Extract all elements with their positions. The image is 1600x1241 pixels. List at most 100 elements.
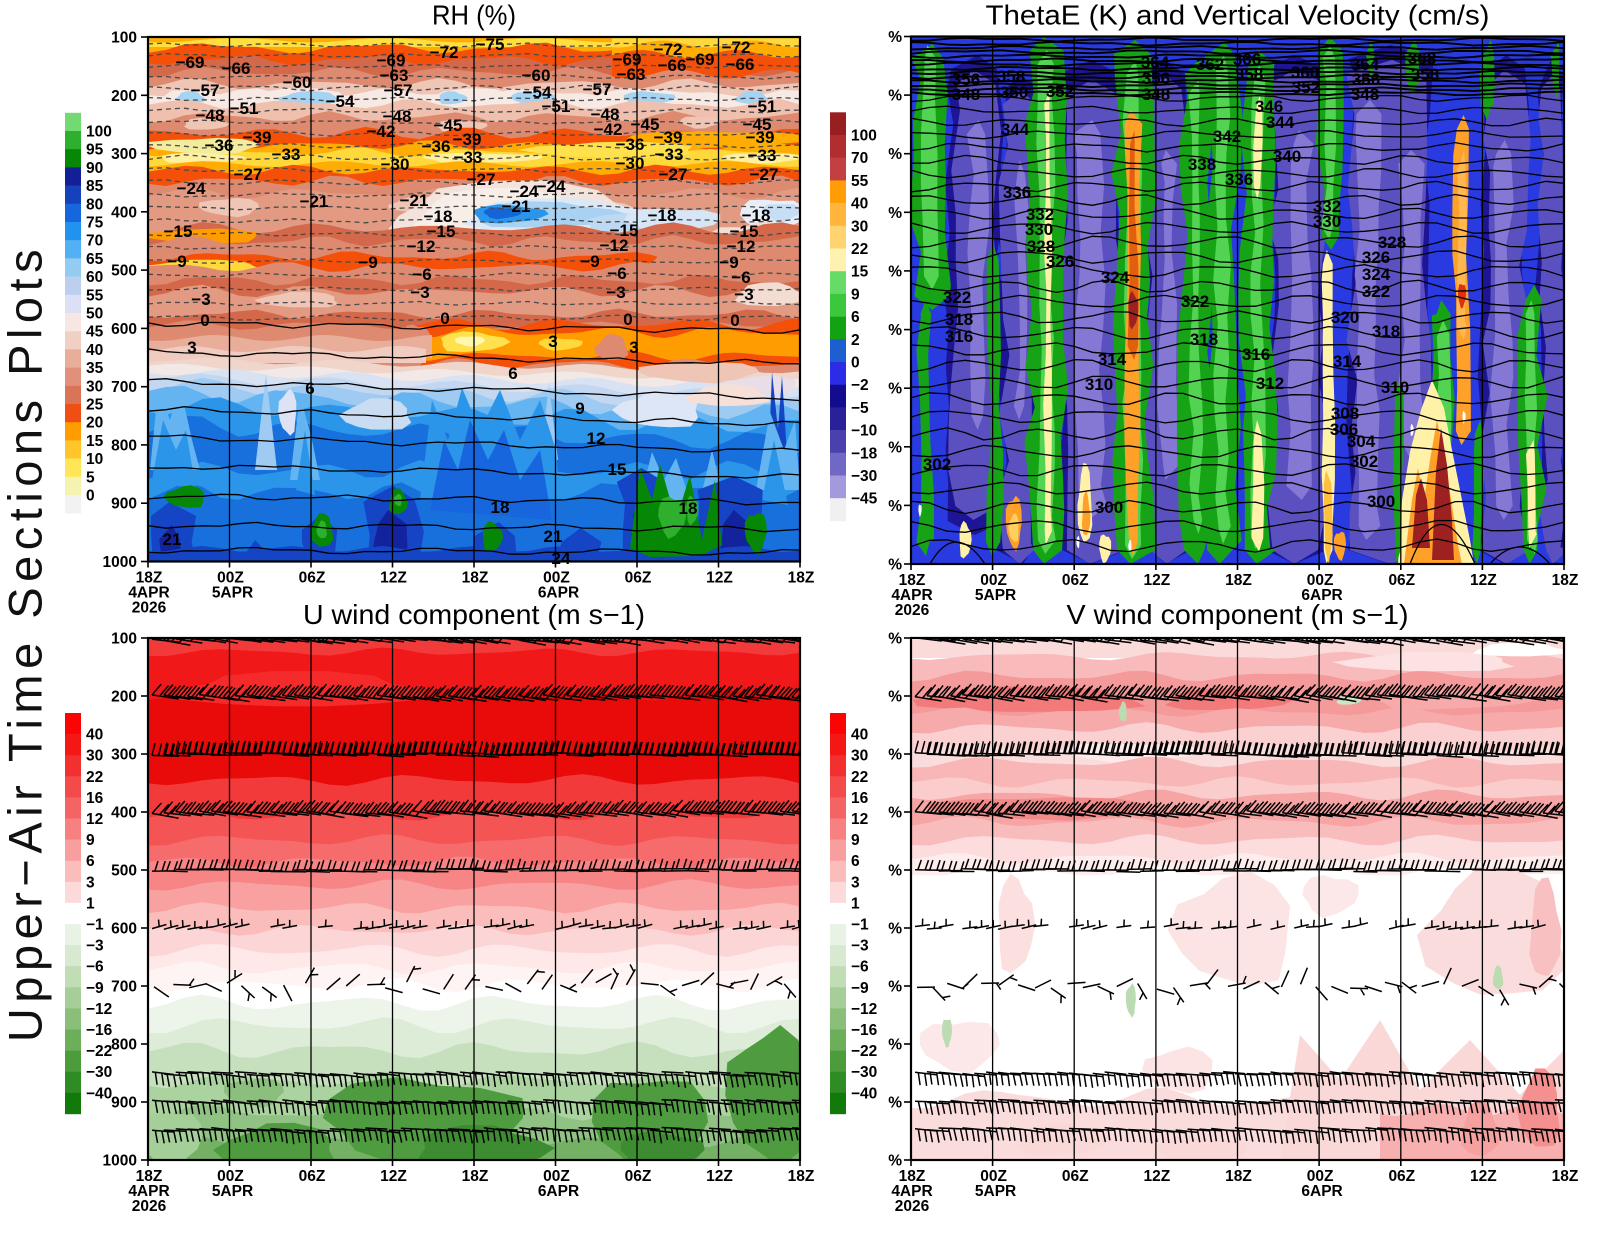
svg-text:40: 40 — [86, 342, 103, 359]
svg-text:−33: −33 — [655, 145, 684, 164]
svg-text:346: 346 — [1255, 97, 1283, 116]
svg-text:6: 6 — [508, 364, 517, 383]
svg-text:500: 500 — [111, 263, 137, 280]
svg-text:358: 358 — [1411, 65, 1439, 84]
svg-text:−9: −9 — [167, 252, 186, 271]
svg-text:70: 70 — [851, 150, 868, 167]
svg-text:12: 12 — [587, 429, 606, 448]
svg-text:06Z: 06Z — [625, 1168, 652, 1185]
svg-text:−33: −33 — [748, 146, 777, 165]
svg-text:3: 3 — [548, 332, 557, 351]
svg-text:−9: −9 — [851, 980, 869, 997]
svg-text:5: 5 — [86, 469, 95, 486]
svg-text:06Z: 06Z — [1062, 572, 1089, 589]
svg-text:−66: −66 — [726, 55, 755, 74]
svg-text:%: % — [888, 557, 902, 574]
svg-text:60: 60 — [86, 269, 103, 286]
svg-text:−18: −18 — [648, 206, 677, 225]
svg-text:−3: −3 — [734, 285, 753, 304]
svg-text:V wind component (m s−1): V wind component (m s−1) — [1067, 599, 1409, 630]
svg-text:−39: −39 — [654, 128, 683, 147]
svg-text:18Z: 18Z — [1225, 572, 1252, 589]
svg-text:6: 6 — [86, 853, 95, 870]
svg-text:600: 600 — [111, 921, 137, 938]
svg-text:18Z: 18Z — [136, 570, 163, 587]
svg-text:22: 22 — [851, 241, 868, 258]
svg-text:−57: −57 — [384, 81, 413, 100]
svg-text:342: 342 — [1213, 127, 1241, 146]
svg-text:−45: −45 — [631, 115, 660, 134]
svg-text:900: 900 — [111, 1095, 137, 1112]
svg-text:700: 700 — [111, 979, 137, 996]
svg-text:−5: −5 — [851, 400, 869, 417]
svg-text:368: 368 — [1408, 49, 1436, 68]
svg-text:%: % — [888, 381, 902, 398]
svg-text:ThetaE (K) and Vertical Veloci: ThetaE (K) and Vertical Velocity (cm/s) — [986, 0, 1490, 31]
svg-text:322: 322 — [1362, 282, 1390, 301]
svg-text:70: 70 — [86, 233, 103, 250]
svg-text:100: 100 — [111, 30, 137, 47]
svg-text:4APR: 4APR — [891, 1183, 932, 1200]
svg-text:−9: −9 — [580, 252, 599, 271]
svg-text:330: 330 — [1025, 220, 1053, 239]
svg-text:6: 6 — [305, 379, 314, 398]
svg-text:−40: −40 — [851, 1085, 877, 1102]
svg-text:−36: −36 — [205, 136, 234, 155]
svg-text:18: 18 — [679, 499, 698, 518]
svg-text:18Z: 18Z — [462, 1168, 489, 1185]
svg-text:344: 344 — [1266, 113, 1295, 132]
svg-text:00Z: 00Z — [1307, 572, 1334, 589]
svg-text:10: 10 — [86, 451, 103, 468]
svg-text:9: 9 — [851, 286, 860, 303]
svg-text:332: 332 — [1026, 205, 1054, 224]
svg-text:326: 326 — [1362, 248, 1390, 267]
svg-text:324: 324 — [1362, 265, 1391, 284]
svg-text:−3: −3 — [606, 283, 625, 302]
svg-text:15: 15 — [86, 433, 104, 450]
svg-text:85: 85 — [86, 178, 104, 195]
svg-text:12Z: 12Z — [1144, 572, 1171, 589]
svg-text:55: 55 — [86, 287, 104, 304]
svg-text:−54: −54 — [523, 83, 552, 102]
svg-text:18Z: 18Z — [1552, 1168, 1579, 1185]
svg-text:322: 322 — [1181, 292, 1209, 311]
svg-text:18Z: 18Z — [899, 1168, 926, 1185]
svg-text:95: 95 — [86, 142, 104, 159]
svg-text:1: 1 — [851, 895, 860, 912]
svg-text:12: 12 — [851, 811, 868, 828]
svg-text:−15: −15 — [610, 221, 639, 240]
svg-text:75: 75 — [86, 215, 104, 232]
svg-text:340: 340 — [1273, 147, 1301, 166]
svg-text:−3: −3 — [86, 938, 104, 955]
svg-text:−69: −69 — [686, 50, 715, 69]
svg-text:306: 306 — [1330, 420, 1358, 439]
svg-text:358: 358 — [997, 67, 1025, 86]
svg-text:18Z: 18Z — [462, 570, 489, 587]
svg-text:12Z: 12Z — [1470, 1168, 1497, 1185]
svg-text:00Z: 00Z — [980, 1168, 1007, 1185]
svg-text:−27: −27 — [659, 165, 688, 184]
svg-text:−18: −18 — [742, 206, 771, 225]
svg-text:−27: −27 — [750, 165, 779, 184]
svg-text:30: 30 — [86, 378, 103, 395]
svg-text:9: 9 — [86, 832, 95, 849]
svg-text:−21: −21 — [300, 192, 329, 211]
svg-text:5APR: 5APR — [212, 585, 253, 602]
svg-text:00Z: 00Z — [1307, 1168, 1334, 1185]
svg-text:−9: −9 — [358, 253, 377, 272]
svg-text:318: 318 — [945, 310, 973, 329]
svg-text:360: 360 — [1291, 63, 1319, 82]
svg-text:22: 22 — [851, 769, 868, 786]
svg-text:00Z: 00Z — [217, 1168, 244, 1185]
svg-text:18Z: 18Z — [1225, 1168, 1252, 1185]
svg-text:%: % — [888, 146, 902, 163]
svg-text:500: 500 — [111, 863, 137, 880]
svg-text:−33: −33 — [454, 148, 483, 167]
svg-text:−72: −72 — [722, 38, 751, 57]
svg-text:352: 352 — [1046, 82, 1074, 101]
svg-text:21: 21 — [163, 530, 182, 549]
svg-text:362: 362 — [1196, 55, 1224, 74]
svg-text:−54: −54 — [326, 92, 355, 111]
svg-text:25: 25 — [86, 397, 104, 414]
svg-text:18Z: 18Z — [899, 572, 926, 589]
